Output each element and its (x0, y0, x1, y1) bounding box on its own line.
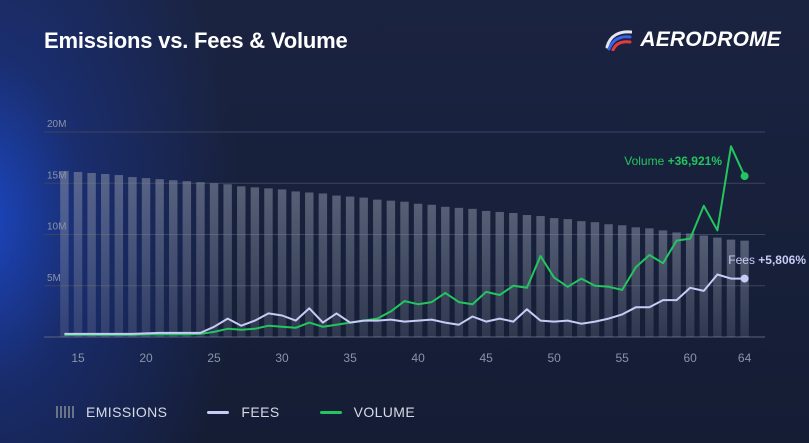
emissions-bar (726, 239, 736, 337)
emissions-bar (100, 174, 110, 337)
emissions-bar (454, 207, 464, 337)
emissions-bar (359, 197, 368, 337)
emissions-bar (672, 232, 681, 337)
volume-line (64, 145, 746, 336)
emissions-bar (481, 210, 491, 337)
volume-swatch (319, 410, 342, 414)
legend-item-fees: FEES (207, 404, 279, 420)
legend-label-emissions: EMISSIONS (86, 404, 168, 420)
legend-item-volume: VOLUME (319, 404, 416, 420)
x-tick-label: 35 (343, 351, 357, 365)
emissions-bar (60, 170, 69, 337)
volume-annotation-value: +36,921% (668, 154, 723, 168)
fees-swatch (207, 410, 230, 414)
emissions-bar (441, 206, 450, 337)
x-tick-label: 15 (71, 351, 85, 365)
x-tick-label: 60 (683, 351, 697, 365)
emissions-bar (563, 219, 572, 337)
emissions-bar (305, 192, 314, 337)
emissions-swatch (56, 406, 74, 418)
emissions-bar (617, 225, 627, 337)
emissions-bar (291, 191, 300, 337)
emissions-bar (590, 222, 600, 337)
emissions-bar (250, 187, 260, 337)
fees-annotation: Fees +5,806% (728, 253, 806, 267)
emissions-bar (386, 200, 396, 337)
volume-line-end-point (740, 172, 749, 181)
y-tick-label: 5M (47, 273, 61, 284)
emissions-bar (169, 180, 178, 337)
emissions-bar (400, 201, 409, 337)
emissions-bar (536, 216, 545, 337)
x-tick-label: 64 (738, 351, 752, 365)
emissions-bar (522, 215, 532, 337)
x-tick-label: 50 (547, 351, 561, 365)
x-tick-label: 55 (615, 351, 629, 365)
y-tick-label: 15M (47, 170, 66, 181)
emissions-bar (264, 188, 273, 337)
emissions-bar (128, 177, 137, 337)
emissions-bar (114, 175, 124, 337)
chart-title: Emissions vs. Fees & Volume (44, 28, 348, 53)
fees-line-end-point (740, 274, 749, 283)
legend-label-volume: VOLUME (353, 404, 416, 420)
emissions-bar (699, 235, 709, 337)
legend-item-emissions: EMISSIONS (56, 404, 167, 420)
emissions-bar (332, 195, 341, 337)
emissions-bar (740, 240, 749, 337)
emissions-bar (87, 173, 96, 337)
x-tick-label: 20 (139, 351, 153, 365)
legend-label-fees: FEES (241, 404, 280, 420)
emissions-bar (685, 233, 695, 337)
y-tick-label: 20M (47, 119, 66, 130)
emissions-bar (509, 212, 518, 337)
emissions-bar (73, 171, 83, 337)
y-tick-label: 10M (47, 222, 66, 233)
volume-annotation-label: Volume (624, 154, 667, 168)
x-tick-label: 25 (207, 351, 221, 365)
emissions-bar (196, 182, 205, 337)
emissions-bar (495, 211, 504, 337)
emissions-bar (277, 189, 287, 337)
emissions-bar (141, 178, 151, 337)
volume-annotation: Volume +36,921% (624, 154, 722, 168)
x-tick-label: 40 (411, 351, 425, 365)
brand-name: AERODROME (640, 28, 781, 51)
emissions-bar (209, 183, 219, 337)
legend: EMISSIONS FEES VOLUME (56, 404, 415, 420)
fees-line (64, 273, 745, 335)
emissions-bar (223, 184, 232, 337)
brand: AERODROME (604, 28, 781, 52)
emissions-bar (345, 196, 355, 337)
x-tick-label: 45 (479, 351, 493, 365)
emissions-bar (604, 224, 613, 337)
emissions-bar (373, 199, 382, 337)
emissions-bar (413, 203, 423, 337)
emissions-bar (468, 208, 477, 337)
x-tick-label: 30 (275, 351, 289, 365)
emissions-bar (182, 181, 192, 337)
fees-annotation-label: Fees (728, 253, 758, 267)
emissions-bar (427, 204, 436, 337)
aerodrome-logo-icon (605, 30, 633, 51)
emissions-bar (237, 186, 246, 337)
emissions-bar (658, 230, 668, 337)
emissions-bar (318, 193, 328, 337)
emissions-bar (631, 227, 640, 337)
emissions-bar (155, 179, 164, 337)
fees-annotation-value: +5,806% (758, 253, 806, 267)
emissions-bar (645, 228, 654, 337)
emissions-bar (713, 237, 722, 337)
